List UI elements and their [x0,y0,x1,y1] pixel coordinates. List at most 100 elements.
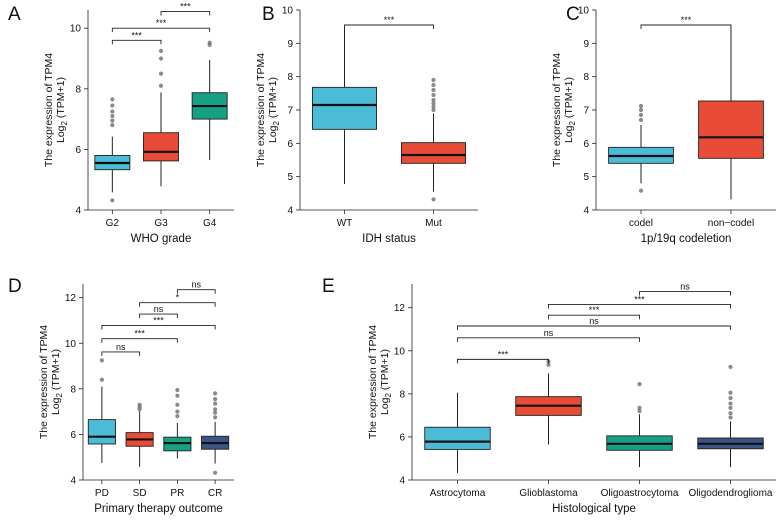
outlier-point [213,470,218,475]
significance-bracket [101,351,141,356]
y-tick-label: 6 [287,139,293,150]
box-0 [424,426,491,450]
outlier-point [728,364,733,370]
box-0 [87,419,116,445]
x-tick-label: PD [95,488,109,499]
outlier-point [431,97,436,103]
panel-letter: A [8,4,21,25]
outlier-point [728,411,733,416]
significance-label: ns [191,280,201,290]
outlier-point [175,387,180,393]
outlier-point [431,82,436,88]
significance-bracket [457,358,549,364]
x-tick-label: Oligodendroglioma [689,488,773,499]
outlier-point [99,377,104,382]
significance-label: *** [589,305,600,315]
outlier-point [728,415,733,420]
y-axis-title-line2: Log2 (TPM+1) [55,77,69,143]
significance-label: *** [498,349,509,359]
panel-e: E 4 6 8 10 12 The expression of TPM4 Log2 (TPM+… [322,276,776,515]
x-tick-label: Mut [425,218,442,229]
outlier-point [110,198,115,203]
y-axis-title-line1: The expression of TPM4 [38,325,50,439]
significance-label: ns [544,328,554,338]
y-tick-label: 4 [287,206,293,217]
y-tick-label: 10 [282,6,294,17]
outlier-point [431,104,436,109]
significance-label: *** [681,15,692,25]
box-1 [698,100,764,159]
outlier-point [213,407,218,412]
outlier-point [175,393,180,398]
outlier-point [99,358,104,363]
panel-c: C 4 5 6 7 8 9 10 The expression of TPM4 Log2 (TPM… [551,4,776,245]
outlier-point [638,112,644,118]
outlier-point [637,405,642,410]
outlier-point [110,97,115,102]
y-tick-label: 4 [70,476,76,487]
significance-bracket [111,27,211,33]
significance-bracket [457,337,640,342]
y-tick-label: 4 [399,476,405,487]
panel-d: D 4 6 8 10 12 The expression of TPM4 Log2 (TPM+… [8,276,234,515]
outlier-point [175,402,180,407]
significance-label: * [176,293,180,303]
outlier-point [728,396,733,401]
x-tick-label: CR [208,488,222,499]
y-tick-label: 8 [75,84,81,95]
y-axis-title-line2: Log2 (TPM+1) [379,349,393,415]
significance-bracket [548,304,731,309]
y-tick-label: 4 [583,206,589,217]
y-tick-label: 10 [578,6,590,17]
x-tick-label: SD [133,488,147,499]
x-tick-label: G3 [154,218,168,229]
y-tick-label: 9 [583,39,589,50]
y-tick-label: 7 [583,106,589,117]
x-tick-label: WT [337,218,353,229]
outlier-point [110,103,115,108]
significance-bracket [139,313,178,319]
x-tick-label: Oligoastrocytoma [601,488,679,499]
significance-label: *** [156,18,167,28]
outlier-point [158,48,164,54]
significance-bracket [344,24,434,29]
outlier-point [137,402,142,407]
outlier-point [110,123,115,128]
x-tick-label: non−codel [708,218,754,229]
panel-letter: D [8,276,22,297]
significance-label: *** [134,329,145,339]
outlier-point [638,107,644,113]
box-0 [312,86,377,130]
y-axis-title-line1: The expression of TPM4 [551,53,563,167]
outlier-point [110,118,115,123]
x-tick-label: Glioblastoma [519,488,578,499]
outlier-point [213,396,218,402]
y-tick-label: 8 [399,389,405,400]
y-tick-label: 8 [70,384,76,395]
significance-bracket [457,325,731,330]
outlier-point [213,415,218,420]
outlier-point [213,391,218,396]
significance-label: *** [131,30,142,40]
significance-bracket [111,39,162,45]
panel-letter: C [566,4,580,25]
panel-letter: B [262,4,275,25]
y-tick-label: 12 [65,293,77,304]
y-tick-label: 10 [70,24,82,35]
box-1 [143,132,179,162]
outlier-point [638,117,644,123]
outlier-point [728,390,733,395]
y-tick-label: 6 [75,145,81,156]
y-tick-label: 7 [287,106,293,117]
y-axis-title-line1: The expression of TPM4 [255,53,267,167]
outlier-point [213,410,218,415]
significance-label: ns [589,316,599,326]
box-1 [401,142,466,164]
y-tick-label: 8 [287,72,293,83]
y-axis-title-line1: The expression of TPM4 [367,325,379,439]
outlier-point [431,107,436,113]
outlier-point [110,109,115,114]
outlier-point [638,188,644,193]
